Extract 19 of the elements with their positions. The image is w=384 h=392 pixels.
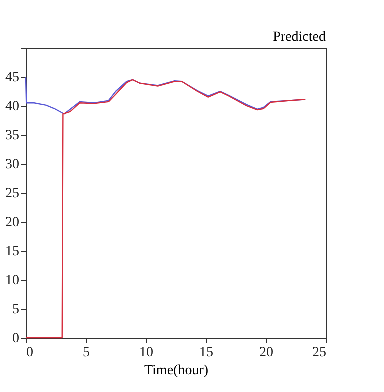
- x-tick-label: 5: [83, 346, 90, 360]
- y-tick-label: 25: [6, 186, 20, 202]
- line-series: [25, 79, 306, 339]
- y-tick-label: 30: [6, 158, 20, 172]
- y-tick-label: 35: [6, 128, 20, 144]
- y-tick-label: 20: [6, 216, 20, 230]
- y-tick-label: 10: [6, 274, 20, 288]
- x-tick-label: 0: [26, 346, 34, 360]
- x-tick-label: 10: [140, 346, 154, 360]
- x-tick-label: 15: [200, 346, 214, 360]
- y-tick-label: 5: [12, 302, 20, 318]
- x-tick-label: 20: [260, 346, 274, 360]
- y-tick-label: 15: [6, 244, 20, 260]
- y-tick-label: 40: [6, 100, 20, 114]
- y-tick-label: 45: [6, 70, 20, 86]
- x-tick-label: 25: [312, 346, 326, 360]
- text: Predicted: [273, 30, 326, 45]
- x-axis-title: Time(hour): [144, 364, 209, 378]
- y-tick-label: 0: [12, 332, 20, 346]
